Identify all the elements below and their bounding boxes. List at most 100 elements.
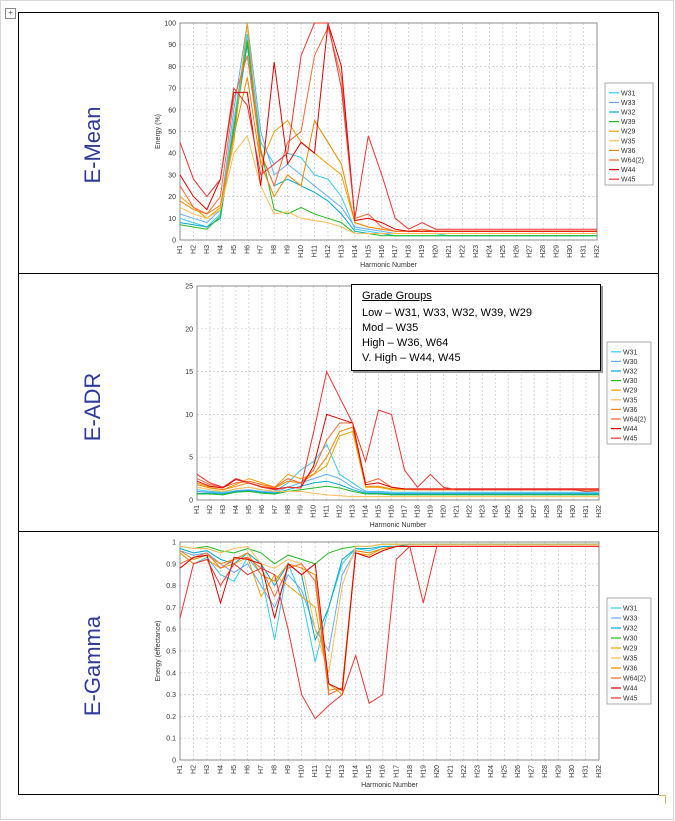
x-tick-label: H12 xyxy=(325,245,332,258)
x-tick-label: H9 xyxy=(285,765,292,774)
y-tick-label: 40 xyxy=(168,151,176,158)
y-tick-label: 0.6 xyxy=(166,627,176,634)
y-tick-label: 90 xyxy=(168,42,176,49)
legend-entry: W31 xyxy=(623,606,638,613)
x-tick-label: H7 xyxy=(272,505,279,514)
x-tick-label: H19 xyxy=(419,245,426,258)
x-tick-label: H30 xyxy=(567,245,574,258)
x-tick-label: H19 xyxy=(427,505,434,518)
series-line-w45 xyxy=(196,370,600,492)
series-line-w44 xyxy=(196,413,599,490)
x-tick-label: H18 xyxy=(414,505,421,518)
x-tick-label: H6 xyxy=(245,765,252,774)
x-tick-label: H18 xyxy=(407,765,414,778)
x-tick-label: H2 xyxy=(207,505,214,514)
x-tick-label: H11 xyxy=(312,245,319,257)
series-line-w45 xyxy=(179,545,599,720)
chart-row-e-mean: E-Mean 0 10 20 30 40 50 60 70 80 90 100 H1 H2 H3 H4 H5 H… xyxy=(18,12,659,274)
legend-entry: W32 xyxy=(623,369,638,376)
y-tick-label: 30 xyxy=(168,172,176,179)
y-tick-label: 0.3 xyxy=(166,692,176,699)
table-move-handle-icon[interactable]: + xyxy=(5,8,16,19)
chart-row-e-gamma: E-Gamma 0 0.1 0.2 0.3 0.4 0.5 0.6 0.7 0.8 0.9 1 H1 H… xyxy=(18,531,659,795)
series-line-w36 xyxy=(179,77,597,232)
x-axis-title: Harmonic Number xyxy=(360,262,417,269)
legend-entry: W30 xyxy=(623,378,638,385)
y-tick-label: 10 xyxy=(168,216,176,223)
x-tick-label: H27 xyxy=(531,505,538,518)
y-tick-label: 60 xyxy=(168,107,176,114)
y-tick-label: 0.1 xyxy=(166,736,176,743)
x-tick-label: H14 xyxy=(353,765,360,778)
series-line-w30 xyxy=(197,485,599,496)
y-tick-label: 0.2 xyxy=(166,714,176,721)
legend-entry: W64(2) xyxy=(623,417,646,424)
series-line-w36 xyxy=(179,545,599,691)
x-tick-label: H25 xyxy=(500,245,507,258)
x-tick-label: H29 xyxy=(555,765,562,778)
y-tick-label: 20 xyxy=(168,194,176,201)
x-tick-label: H17 xyxy=(401,505,408,518)
x-tick-label: H19 xyxy=(420,765,427,778)
x-tick-label: H22 xyxy=(459,245,466,258)
x-tick-label: H8 xyxy=(271,245,278,254)
x-tick-label: H32 xyxy=(594,245,601,258)
y-tick-label: 0.8 xyxy=(166,583,176,590)
legend-entry: W31 xyxy=(623,349,638,356)
x-tick-label: H1 xyxy=(177,765,184,774)
x-tick-label: H4 xyxy=(217,245,224,254)
y-tick-label: 0 xyxy=(189,498,193,505)
x-tick-label: H15 xyxy=(366,765,373,778)
y-tick-label: 20 xyxy=(185,326,193,333)
x-axis-title: Harmonic Number xyxy=(370,522,427,529)
x-tick-label: H9 xyxy=(298,505,305,514)
x-tick-label: H1 xyxy=(177,245,184,254)
legend-entry: W64(2) xyxy=(623,676,646,683)
x-tick-label: H31 xyxy=(582,765,589,778)
legend-entry: W33 xyxy=(623,616,638,623)
x-tick-label: H26 xyxy=(513,245,520,258)
legend-entry: W44 xyxy=(623,426,638,433)
x-tick-label: H6 xyxy=(259,505,266,514)
x-tick-label: H12 xyxy=(337,505,344,518)
x-tick-label: H1 xyxy=(194,505,201,514)
y-tick-label: 80 xyxy=(168,64,176,71)
x-tick-label: H18 xyxy=(406,245,413,258)
x-tick-label: H16 xyxy=(380,765,387,778)
e-mean-chart: 0 10 20 30 40 50 60 70 80 90 100 H1 H2 H3 H4 H5 H6 H7 H8 H9… xyxy=(155,21,654,269)
x-axis-title: Harmonic Number xyxy=(361,782,418,789)
series-line-w35 xyxy=(179,134,597,234)
legend-box xyxy=(606,597,652,705)
x-tick-label: H25 xyxy=(505,505,512,518)
plot-area-border xyxy=(179,541,600,761)
x-tick-label: H25 xyxy=(501,765,508,778)
y-tick-label: 0 xyxy=(172,238,176,245)
series-line-w44 xyxy=(179,545,599,691)
plot-area-border xyxy=(179,22,598,241)
legend-box xyxy=(604,82,654,186)
legend-entry: W36 xyxy=(623,407,638,414)
legend-entry: W30 xyxy=(623,636,638,643)
x-tick-label: H31 xyxy=(583,505,590,518)
x-tick-label: H13 xyxy=(338,245,345,258)
x-tick-label: H29 xyxy=(557,505,564,518)
x-tick-label: H24 xyxy=(488,765,495,778)
y-axis-title: Energy (%) xyxy=(155,114,162,149)
grade-groups-title: Grade Groups xyxy=(362,290,432,302)
e-gamma-chart: 0 0.1 0.2 0.3 0.4 0.5 0.6 0.7 0.8 0.9 1 H1 H2 H3 H4 H5 H… xyxy=(155,540,652,789)
series-line-w642 xyxy=(179,545,599,696)
x-tick-label: H23 xyxy=(473,245,480,258)
y-tick-label: 15 xyxy=(185,369,193,376)
legend-entry: W44 xyxy=(623,686,638,693)
x-tick-label: H21 xyxy=(447,765,454,778)
x-tick-label: H6 xyxy=(244,245,251,254)
legend-entry: W29 xyxy=(623,388,638,395)
x-tick-label: H3 xyxy=(204,245,211,254)
y-tick-label: 5 xyxy=(189,455,193,462)
legend-entry: W32 xyxy=(623,626,638,633)
x-tick-label: H8 xyxy=(285,505,292,514)
series-line-w33 xyxy=(179,22,597,234)
chart-row-e-adr: E-ADR 0 5 10 15 20 25 H1 H2 H3 H4 H5 H6 H7 H8 H9 H10 H11… xyxy=(18,273,659,532)
x-tick-label: H10 xyxy=(298,245,305,258)
series-line-w642 xyxy=(179,25,597,232)
